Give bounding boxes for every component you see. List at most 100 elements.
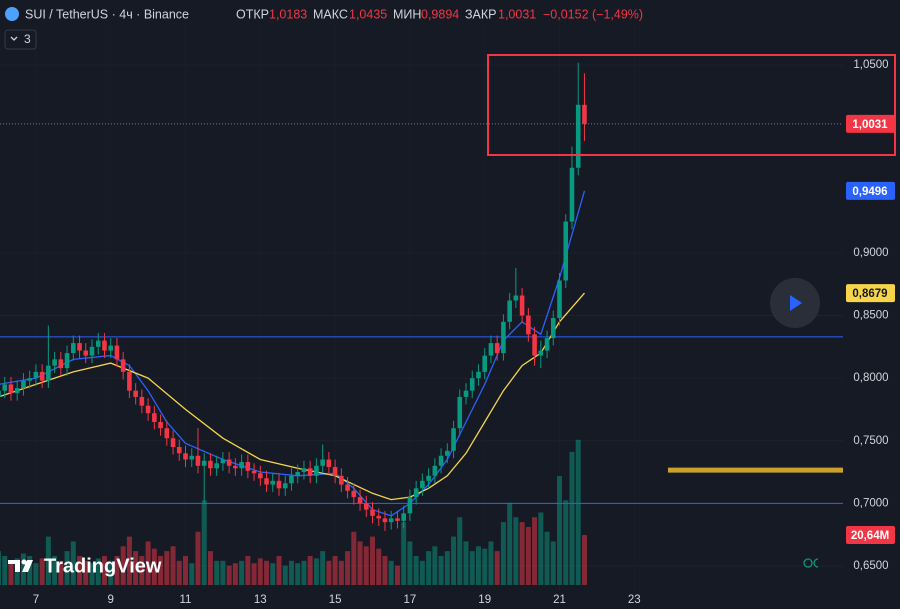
chevron-icon [10,36,18,41]
volume-bar [432,546,438,585]
volume-bar [326,560,332,585]
settings-icon[interactable] [803,558,819,568]
volume-bar [494,551,500,585]
volume-bar [338,560,344,585]
x-tick-label: 15 [329,594,342,606]
candle-body [2,384,8,391]
candle-body [550,318,556,339]
volume-bar [239,560,245,585]
candle-body [64,353,70,369]
candle-body [233,465,238,469]
candle-body [544,338,550,351]
x-tick-label: 13 [254,594,267,606]
candle-body [426,475,431,481]
candle-body [282,483,288,489]
volume-bar [145,541,151,585]
volume-bar [463,541,469,585]
candle-body [39,371,45,381]
volume-bar [532,517,538,585]
volume-bar [101,555,107,585]
volume-bar [550,541,556,585]
volume-bar [108,560,114,585]
volume-bar [313,558,319,585]
candle-body [21,380,26,389]
volume-bar [120,546,126,585]
volume-bar [257,558,263,585]
toggle-box[interactable] [4,29,37,50]
candle-body [457,396,463,429]
candle-body [208,460,213,469]
candle-body [214,463,219,469]
volume-bar [195,531,201,585]
volume-bar [126,536,132,585]
candle-body [513,295,519,301]
header: SUI / TetherUS · 4ч · Binance ОТКР 1,018… [5,7,643,21]
volume-bar [139,555,145,585]
volume-badge [846,526,895,545]
price-badge [846,284,895,303]
y-tick-label: 0,8500 [853,310,888,322]
price-badge-label: 0,8679 [852,288,887,300]
volume-bar [469,551,475,585]
candle-body [264,478,269,485]
candle-body [320,459,325,466]
candle-body [145,405,151,414]
volume-bar [45,536,51,585]
volume-bar [488,541,494,585]
volume-bar [270,563,276,585]
candle-body [58,359,64,369]
candle-body [569,167,575,222]
price-badge [846,114,895,133]
candle-body [339,475,344,485]
play-icon [790,295,802,311]
candle-body [469,378,475,391]
volume-bar [357,541,363,585]
open-value: 1,0183 [269,7,307,21]
volume-badge-label: 20,64M [851,530,889,542]
candle-body [170,438,176,448]
candle-body [432,465,438,476]
y-tick-label: 0,8000 [853,372,888,384]
symbol-icon [5,7,19,21]
candle-body [557,280,562,319]
volume-bar [376,548,382,585]
volume-bar [507,502,513,585]
volume-bar [27,555,33,585]
volume-bar [438,555,444,585]
volume-bar [413,555,419,585]
candle-body [245,462,251,471]
y-tick-label: 0,7000 [853,497,888,509]
play-button[interactable] [770,278,820,328]
candle-body [139,396,145,406]
x-tick-label: 17 [404,594,417,606]
volume-bar [345,551,351,585]
candle-body [95,340,101,347]
candle-body [239,462,244,469]
volume-bar [394,565,400,585]
volume-bar [58,560,64,585]
x-tick-label: 19 [478,594,491,606]
x-tick-label: 9 [108,594,114,606]
candle-body [52,359,57,366]
indicator-toggle[interactable]: 3 [4,29,37,50]
candle-body [363,503,369,510]
volume-bar [89,563,95,585]
candle-body [8,384,14,394]
volume-bar [164,551,170,585]
candle-body [183,453,188,460]
open-label: ОТКР [236,7,269,21]
volume-bar [332,555,338,585]
volume-bar [569,451,575,585]
candle-body [575,104,581,168]
moon-icon [813,558,819,568]
y-tick-label: 0,6500 [853,560,888,572]
y-tick-label: 0,7500 [853,435,888,447]
volume-bar [581,535,587,585]
volume-bar [419,560,425,585]
volume-bar [220,560,226,585]
price-axis-bg [843,0,900,609]
candle-body [189,455,195,460]
sun-icon[interactable] [803,558,813,568]
candle-body [482,355,488,372]
